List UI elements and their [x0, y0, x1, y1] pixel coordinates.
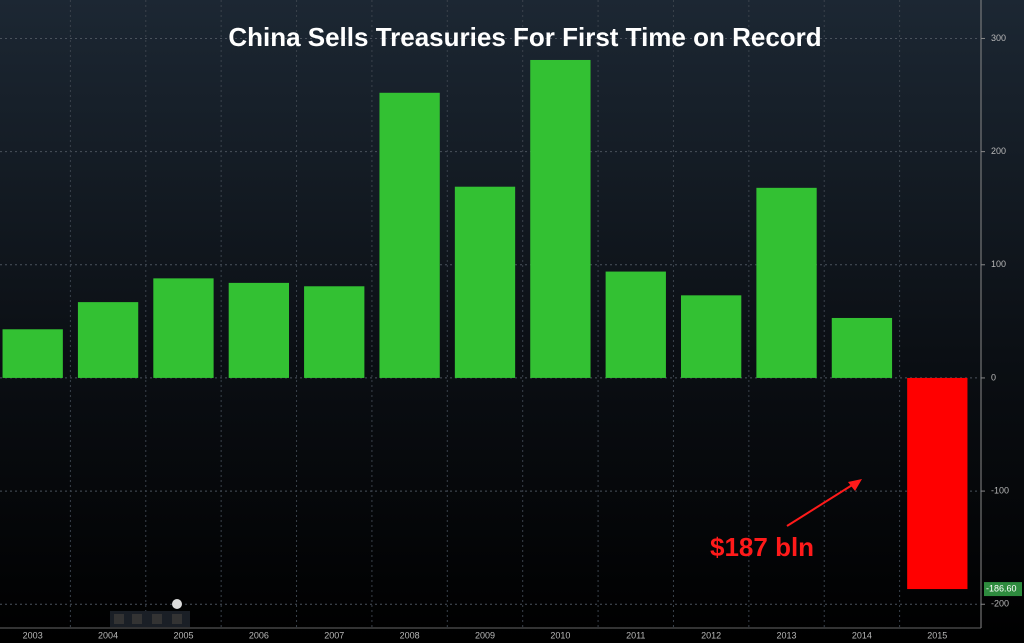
tool-dot[interactable] [172, 599, 182, 609]
y-tick-label: -100 [991, 485, 1009, 495]
y-tick-label: 200 [991, 146, 1006, 156]
x-tick-label: 2012 [701, 630, 721, 640]
toolbar-bg [110, 611, 190, 627]
x-tick-label: 2003 [23, 630, 43, 640]
arrow-head [848, 479, 862, 491]
x-tick-label: 2013 [777, 630, 797, 640]
tool-icon[interactable] [132, 614, 142, 624]
marks [2, 59, 968, 590]
x-tick-label: 2015 [927, 630, 947, 640]
x-tick-label: 2010 [550, 630, 570, 640]
bar [907, 377, 968, 590]
value-label-box [984, 582, 1022, 597]
tool-icon[interactable] [152, 614, 162, 624]
bar [681, 295, 742, 378]
bar [153, 278, 214, 378]
bar [379, 92, 440, 378]
toolbar[interactable] [110, 599, 190, 627]
bar [605, 271, 666, 378]
tool-icon[interactable] [114, 614, 124, 624]
y-tick-label: 300 [991, 33, 1006, 43]
x-tick-label: 2007 [324, 630, 344, 640]
tool-icon[interactable] [172, 614, 182, 624]
y-tick-label: 100 [991, 259, 1006, 269]
bar [228, 282, 289, 378]
value-label: -186.60 [986, 583, 1017, 593]
bar [304, 286, 365, 378]
bar [831, 317, 893, 378]
bar [77, 302, 139, 378]
annotation-arrow [786, 481, 858, 527]
x-tick-label: 2009 [475, 630, 495, 640]
x-tick-label: 2008 [400, 630, 420, 640]
annotation: $187 bln [710, 532, 814, 562]
y-tick-label: -200 [991, 599, 1009, 609]
x-tick-label: 2014 [852, 630, 872, 640]
bar [454, 186, 516, 378]
bar [756, 187, 817, 378]
y-tick-label: 0 [991, 372, 996, 382]
bar [530, 59, 591, 378]
x-tick-label: 2005 [173, 630, 193, 640]
bar [2, 329, 63, 378]
x-tick-label: 2011 [626, 630, 645, 640]
x-tick-label: 2006 [249, 630, 269, 640]
x-tick-label: 2004 [98, 630, 118, 640]
chart-title: China Sells Treasuries For First Time on… [228, 22, 821, 52]
